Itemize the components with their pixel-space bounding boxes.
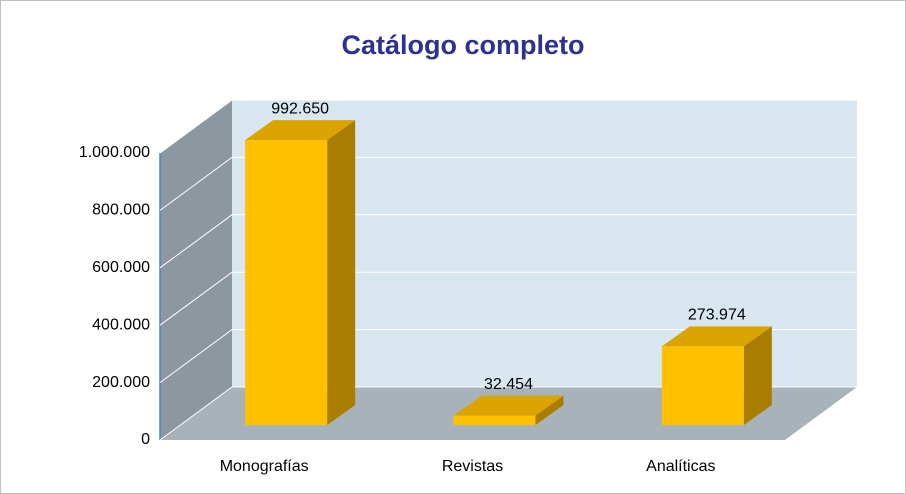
y-tick-label: 400.000 [92, 316, 150, 333]
grid-line [159, 329, 857, 384]
back-wall [232, 100, 857, 387]
y-tick-label: 600.000 [92, 259, 150, 276]
bar-top [661, 326, 772, 347]
y-tick-label: 200.000 [92, 374, 150, 391]
bar [453, 415, 536, 425]
grid-line [159, 156, 857, 211]
y-tick-label: 0 [141, 431, 150, 448]
x-tick-label: Revistas [442, 458, 503, 475]
value-label: 32.454 [484, 376, 533, 393]
x-tick-label: Analíticas [646, 458, 715, 475]
chart-title: Catálogo completo [341, 30, 584, 60]
x-tick-label: Monografías [220, 458, 309, 475]
grid-line [159, 99, 857, 154]
grid-line [159, 386, 857, 441]
left-wall [160, 100, 232, 440]
bar [661, 346, 744, 425]
bar-side [535, 395, 564, 425]
bar-side [743, 326, 772, 425]
grid-line [159, 271, 857, 326]
bar-top [245, 120, 356, 141]
grid-line [159, 214, 857, 269]
value-label: 992.650 [271, 100, 329, 117]
y-tick-label: 800.000 [92, 202, 150, 219]
bar-side [327, 120, 356, 426]
bar [245, 140, 328, 426]
y-tick-label: 1.000.000 [79, 144, 150, 161]
bar-top [453, 395, 564, 416]
value-label: 273.974 [688, 307, 746, 324]
